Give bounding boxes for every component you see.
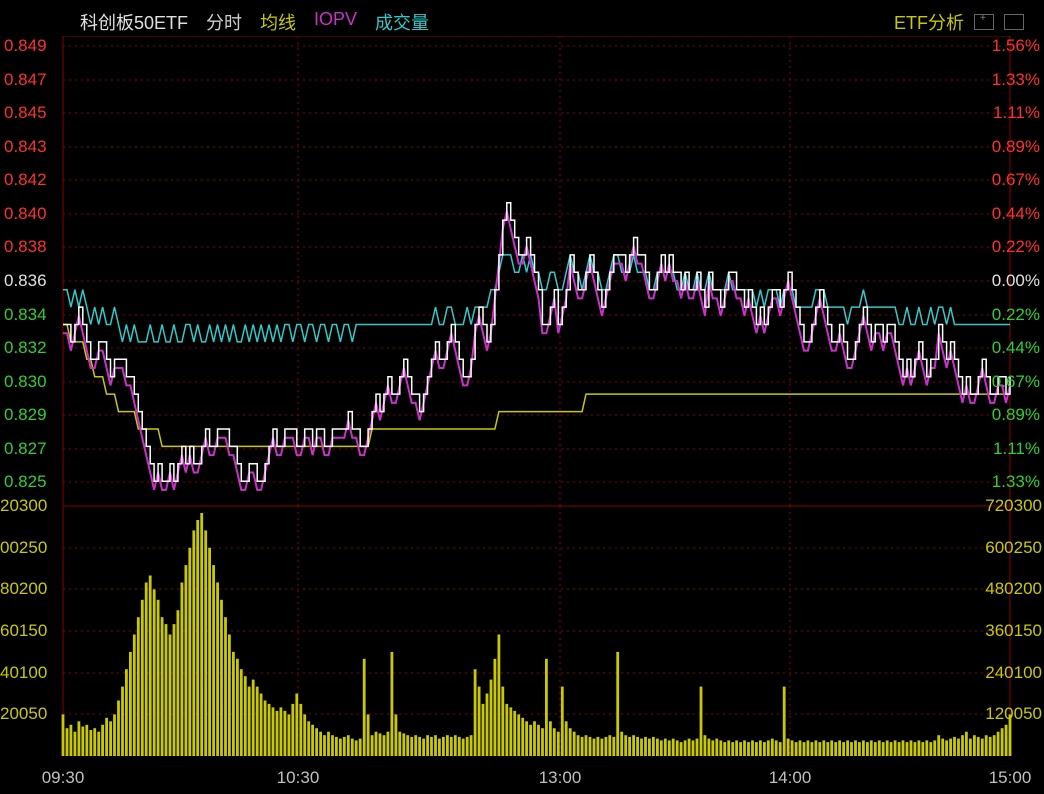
price-axis-right-tick: 0.67% xyxy=(992,372,1040,392)
price-axis-right-tick: 1.11% xyxy=(993,439,1040,459)
tab-intraday[interactable]: 分时 xyxy=(206,9,242,35)
price-axis-left-tick: 0.845 xyxy=(4,103,47,123)
price-axis-right-tick: 0.44% xyxy=(992,338,1040,358)
tab-iopv[interactable]: IOPV xyxy=(314,9,357,35)
price-axis-right-tick: 0.44% xyxy=(992,204,1040,224)
volume-axis-left-tick: 60150 xyxy=(0,621,47,641)
chart-header: 科创板50ETF 分时 均线 IOPV 成交量 ETF分析 + xyxy=(0,8,1044,36)
price-chart-svg xyxy=(0,36,1044,506)
price-axis-right-tick: 1.33% xyxy=(992,70,1040,90)
price-axis-left-tick: 0.843 xyxy=(4,137,47,157)
time-axis-tick: 14:00 xyxy=(769,768,812,788)
volume-axis-left-tick: 20300 xyxy=(0,496,47,516)
etf-analysis-button[interactable]: ETF分析 xyxy=(894,9,964,35)
volume-axis-right-tick: 360150 xyxy=(985,621,1042,641)
collapse-icon[interactable] xyxy=(1004,14,1024,30)
volume-axis-left-tick: 00250 xyxy=(0,538,47,558)
volume-chart-svg xyxy=(0,506,1044,756)
price-axis-left-tick: 0.830 xyxy=(4,372,47,392)
price-axis-right-tick: 0.22% xyxy=(992,237,1040,257)
stock-chart-container: 科创板50ETF 分时 均线 IOPV 成交量 ETF分析 + 0.8490.8… xyxy=(0,0,1044,794)
stock-title[interactable]: 科创板50ETF xyxy=(80,9,188,35)
price-axis-left-tick: 0.840 xyxy=(4,204,47,224)
volume-axis-left-tick: 80200 xyxy=(0,579,47,599)
price-axis-left-tick: 0.838 xyxy=(4,237,47,257)
price-axis-right-tick: 0.22% xyxy=(992,305,1040,325)
time-axis-tick: 13:00 xyxy=(539,768,582,788)
price-axis-left-tick: 0.847 xyxy=(4,70,47,90)
price-axis-left-tick: 0.834 xyxy=(4,305,47,325)
volume-axis-right-tick: 600250 xyxy=(985,538,1042,558)
volume-chart[interactable]: 203000025080200601504010020050 720300600… xyxy=(0,506,1044,756)
tab-ma[interactable]: 均线 xyxy=(260,9,296,35)
volume-axis-right-tick: 720300 xyxy=(985,496,1042,516)
volume-axis-right-tick: 240100 xyxy=(985,663,1042,683)
price-axis-right-tick: 1.56% xyxy=(992,36,1040,56)
price-chart[interactable]: 0.849 0.847 0.845 0.843 0.842 0.840 0.838 0.836… xyxy=(0,36,1044,506)
time-axis: 09:30 10:30 13:00 14:00 15:00 xyxy=(0,764,1044,794)
price-axis-right-tick: 0.89% xyxy=(992,137,1040,157)
price-axis-right-tick: 0.00% xyxy=(992,271,1040,291)
price-axis-right-tick: 1.11% xyxy=(993,103,1040,123)
volume-axis-left-tick: 40100 xyxy=(0,663,47,683)
volume-axis-right-tick: 120050 xyxy=(985,704,1042,724)
price-axis-left-tick: 0.842 xyxy=(4,170,47,190)
price-axis-right-tick: 0.89% xyxy=(992,405,1040,425)
price-axis-left-tick: 0.836 xyxy=(4,271,47,291)
price-axis-left-tick: 0.829 xyxy=(4,405,47,425)
time-axis-tick: 15:00 xyxy=(989,768,1032,788)
price-axis-right-tick: 1.33% xyxy=(992,472,1040,492)
time-axis-tick: 10:30 xyxy=(277,768,320,788)
tab-volume[interactable]: 成交量 xyxy=(375,9,429,35)
price-axis-left-tick: 0.825 xyxy=(4,472,47,492)
price-axis-left-tick: 0.849 xyxy=(4,36,47,56)
expand-icon[interactable]: + xyxy=(974,14,994,30)
header-tabs: 科创板50ETF 分时 均线 IOPV 成交量 xyxy=(80,9,429,35)
price-axis-right-tick: 0.67% xyxy=(992,170,1040,190)
time-axis-tick: 09:30 xyxy=(42,768,85,788)
price-axis-left-tick: 0.827 xyxy=(4,439,47,459)
price-axis-left-tick: 0.832 xyxy=(4,338,47,358)
volume-axis-left-tick: 20050 xyxy=(0,704,47,724)
volume-axis-right-tick: 480200 xyxy=(985,579,1042,599)
